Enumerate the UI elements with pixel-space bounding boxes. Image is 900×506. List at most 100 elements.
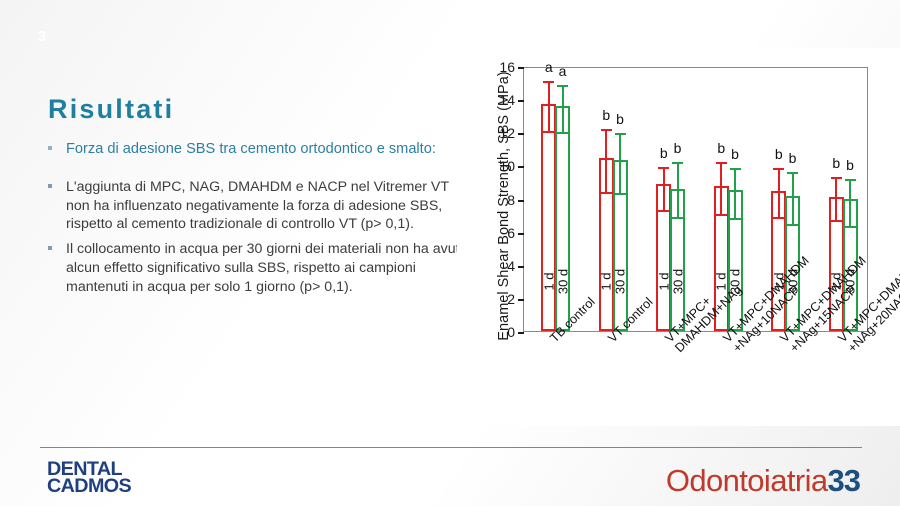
- chart-y-tick-mark: [518, 298, 524, 301]
- chart-significance-letter: b: [717, 139, 726, 156]
- chart-y-tick-label: 12: [499, 125, 515, 142]
- chart-error-bar: [720, 161, 723, 214]
- chart-x-axis-labels: TB control VT control VT+MPC+ DMAHDM+NAg VT…: [523, 254, 900, 424]
- chart-y-tick-mark: [518, 265, 524, 268]
- chart-error-cap: [844, 226, 856, 229]
- chart-bar-inline-label: 1 d: [656, 272, 672, 291]
- chart-error-bar: [777, 168, 780, 218]
- chart-error-cap: [543, 130, 555, 133]
- bullet-square-icon: [48, 146, 52, 150]
- chart-error-cap: [715, 213, 727, 216]
- chart-error-cap: [672, 162, 684, 165]
- chart-error-bar: [619, 132, 622, 194]
- chart-significance-letter: b: [616, 110, 624, 127]
- chart-error-cap: [658, 209, 670, 212]
- chart-y-tick-mark: [518, 232, 524, 235]
- chart-y-tick-label: 10: [499, 158, 515, 175]
- chart-error-cap: [600, 129, 612, 132]
- chart-y-tick-mark: [518, 100, 524, 103]
- chart-error-cap: [715, 161, 727, 164]
- chart-significance-letter: b: [602, 107, 611, 124]
- chart-significance-letter: b: [846, 156, 854, 173]
- chart-error-cap: [830, 177, 842, 180]
- chart-y-tick-mark: [518, 67, 524, 69]
- bullet-square-icon: [48, 183, 52, 188]
- bullet-square-icon: [48, 246, 52, 251]
- chart-significance-letter: b: [673, 140, 682, 157]
- chart-bar-inline-label: 1 d: [598, 272, 614, 291]
- chart-error-cap: [773, 168, 785, 171]
- chart-bar-inline-label: 30 d: [555, 268, 571, 295]
- chart-significance-letter: b: [832, 155, 841, 172]
- bullet-list: Forza di adesione SBS tra cemento ortodo…: [44, 140, 469, 302]
- chart-bar-group: 1 d b 30 d b: [639, 68, 697, 331]
- chart-significance-letter: b: [659, 144, 668, 161]
- chart-bar-group: 1 d a 30 d a: [524, 59, 582, 331]
- chart-error-bar: [547, 81, 550, 131]
- chart-error-cap: [729, 217, 741, 220]
- logo-word: Odontoiatria: [665, 463, 828, 498]
- chart-y-tick-mark: [518, 133, 524, 136]
- chart-error-bar: [849, 178, 852, 227]
- chart-significance-letter: a: [544, 59, 553, 76]
- odontoiatria33-logo: Odontoiatria33: [665, 463, 861, 499]
- chart-error-cap: [844, 178, 856, 181]
- list-item: L'aggiunta di MPC, NAG, DMAHDM e NACP ne…: [44, 178, 469, 234]
- chart-bar: 1 d: [541, 104, 557, 331]
- chart-significance-letter: b: [774, 146, 783, 163]
- chart-error-cap: [614, 193, 626, 196]
- chart-error-cap: [600, 192, 612, 195]
- list-item-text: L'aggiunta di MPC, NAG, DMAHDM e NACP ne…: [66, 178, 449, 233]
- chart-bar-group: 1 d b 30 d b: [582, 68, 640, 331]
- chart-error-bar: [662, 166, 665, 210]
- list-item: Il collocamento in acqua per 30 giorni d…: [44, 240, 469, 296]
- chart-y-tick-label: 6: [507, 224, 515, 241]
- chart-error-bar: [561, 85, 564, 132]
- logo-number: 33: [827, 463, 861, 498]
- logo-line-1: DENTAL: [47, 459, 123, 480]
- chart-error-cap: [557, 85, 569, 88]
- chart-significance-letter: b: [788, 150, 797, 167]
- chart-bar-inline-label: 30 d: [670, 268, 686, 295]
- chart-bar: 30 d: [555, 105, 571, 331]
- chart-y-tick-label: 16: [499, 59, 515, 75]
- chart-error-cap: [672, 217, 684, 220]
- chart-y-tick-mark: [518, 166, 524, 169]
- chart-error-bar: [791, 172, 794, 224]
- chart-error-bar: [605, 129, 608, 193]
- chart-bar-inline-label: 1 d: [541, 272, 557, 291]
- chart-y-tick-mark: [518, 199, 524, 202]
- chart-y-tick-mark: [518, 332, 524, 334]
- chart-error-cap: [729, 168, 741, 171]
- footer-divider: [40, 447, 862, 448]
- chart-error-cap: [557, 131, 569, 134]
- list-item: Forza di adesione SBS tra cemento ortodo…: [44, 140, 469, 159]
- logo-line-2: CADMOS: [47, 476, 132, 498]
- chart-y-tick-label: 2: [507, 290, 515, 307]
- chart-error-cap: [773, 217, 785, 220]
- list-item-text: Forza di adesione SBS tra cemento ortodo…: [66, 141, 436, 157]
- chart-error-bar: [835, 177, 838, 220]
- chart-y-tick-label: 14: [499, 92, 515, 109]
- chart-y-tick-label: 8: [507, 191, 515, 208]
- list-item-text: Il collocamento in acqua per 30 giorni d…: [66, 241, 468, 295]
- chart-error-cap: [830, 219, 842, 222]
- chart-error-bar: [734, 168, 737, 218]
- chart-error-cap: [658, 166, 670, 169]
- chart-error-cap: [614, 132, 626, 135]
- page-title: Risultati: [48, 94, 175, 124]
- slide-number: 3: [38, 28, 47, 45]
- dental-cadmos-logo: DENTAL CADMOS: [47, 459, 132, 498]
- chart-error-cap: [787, 223, 799, 226]
- chart-y-tick-label: 0: [507, 324, 515, 340]
- chart-bar-inline-label: 30 d: [612, 268, 628, 295]
- chart-significance-letter: b: [731, 146, 739, 163]
- chart-y-tick-label: 4: [507, 257, 515, 274]
